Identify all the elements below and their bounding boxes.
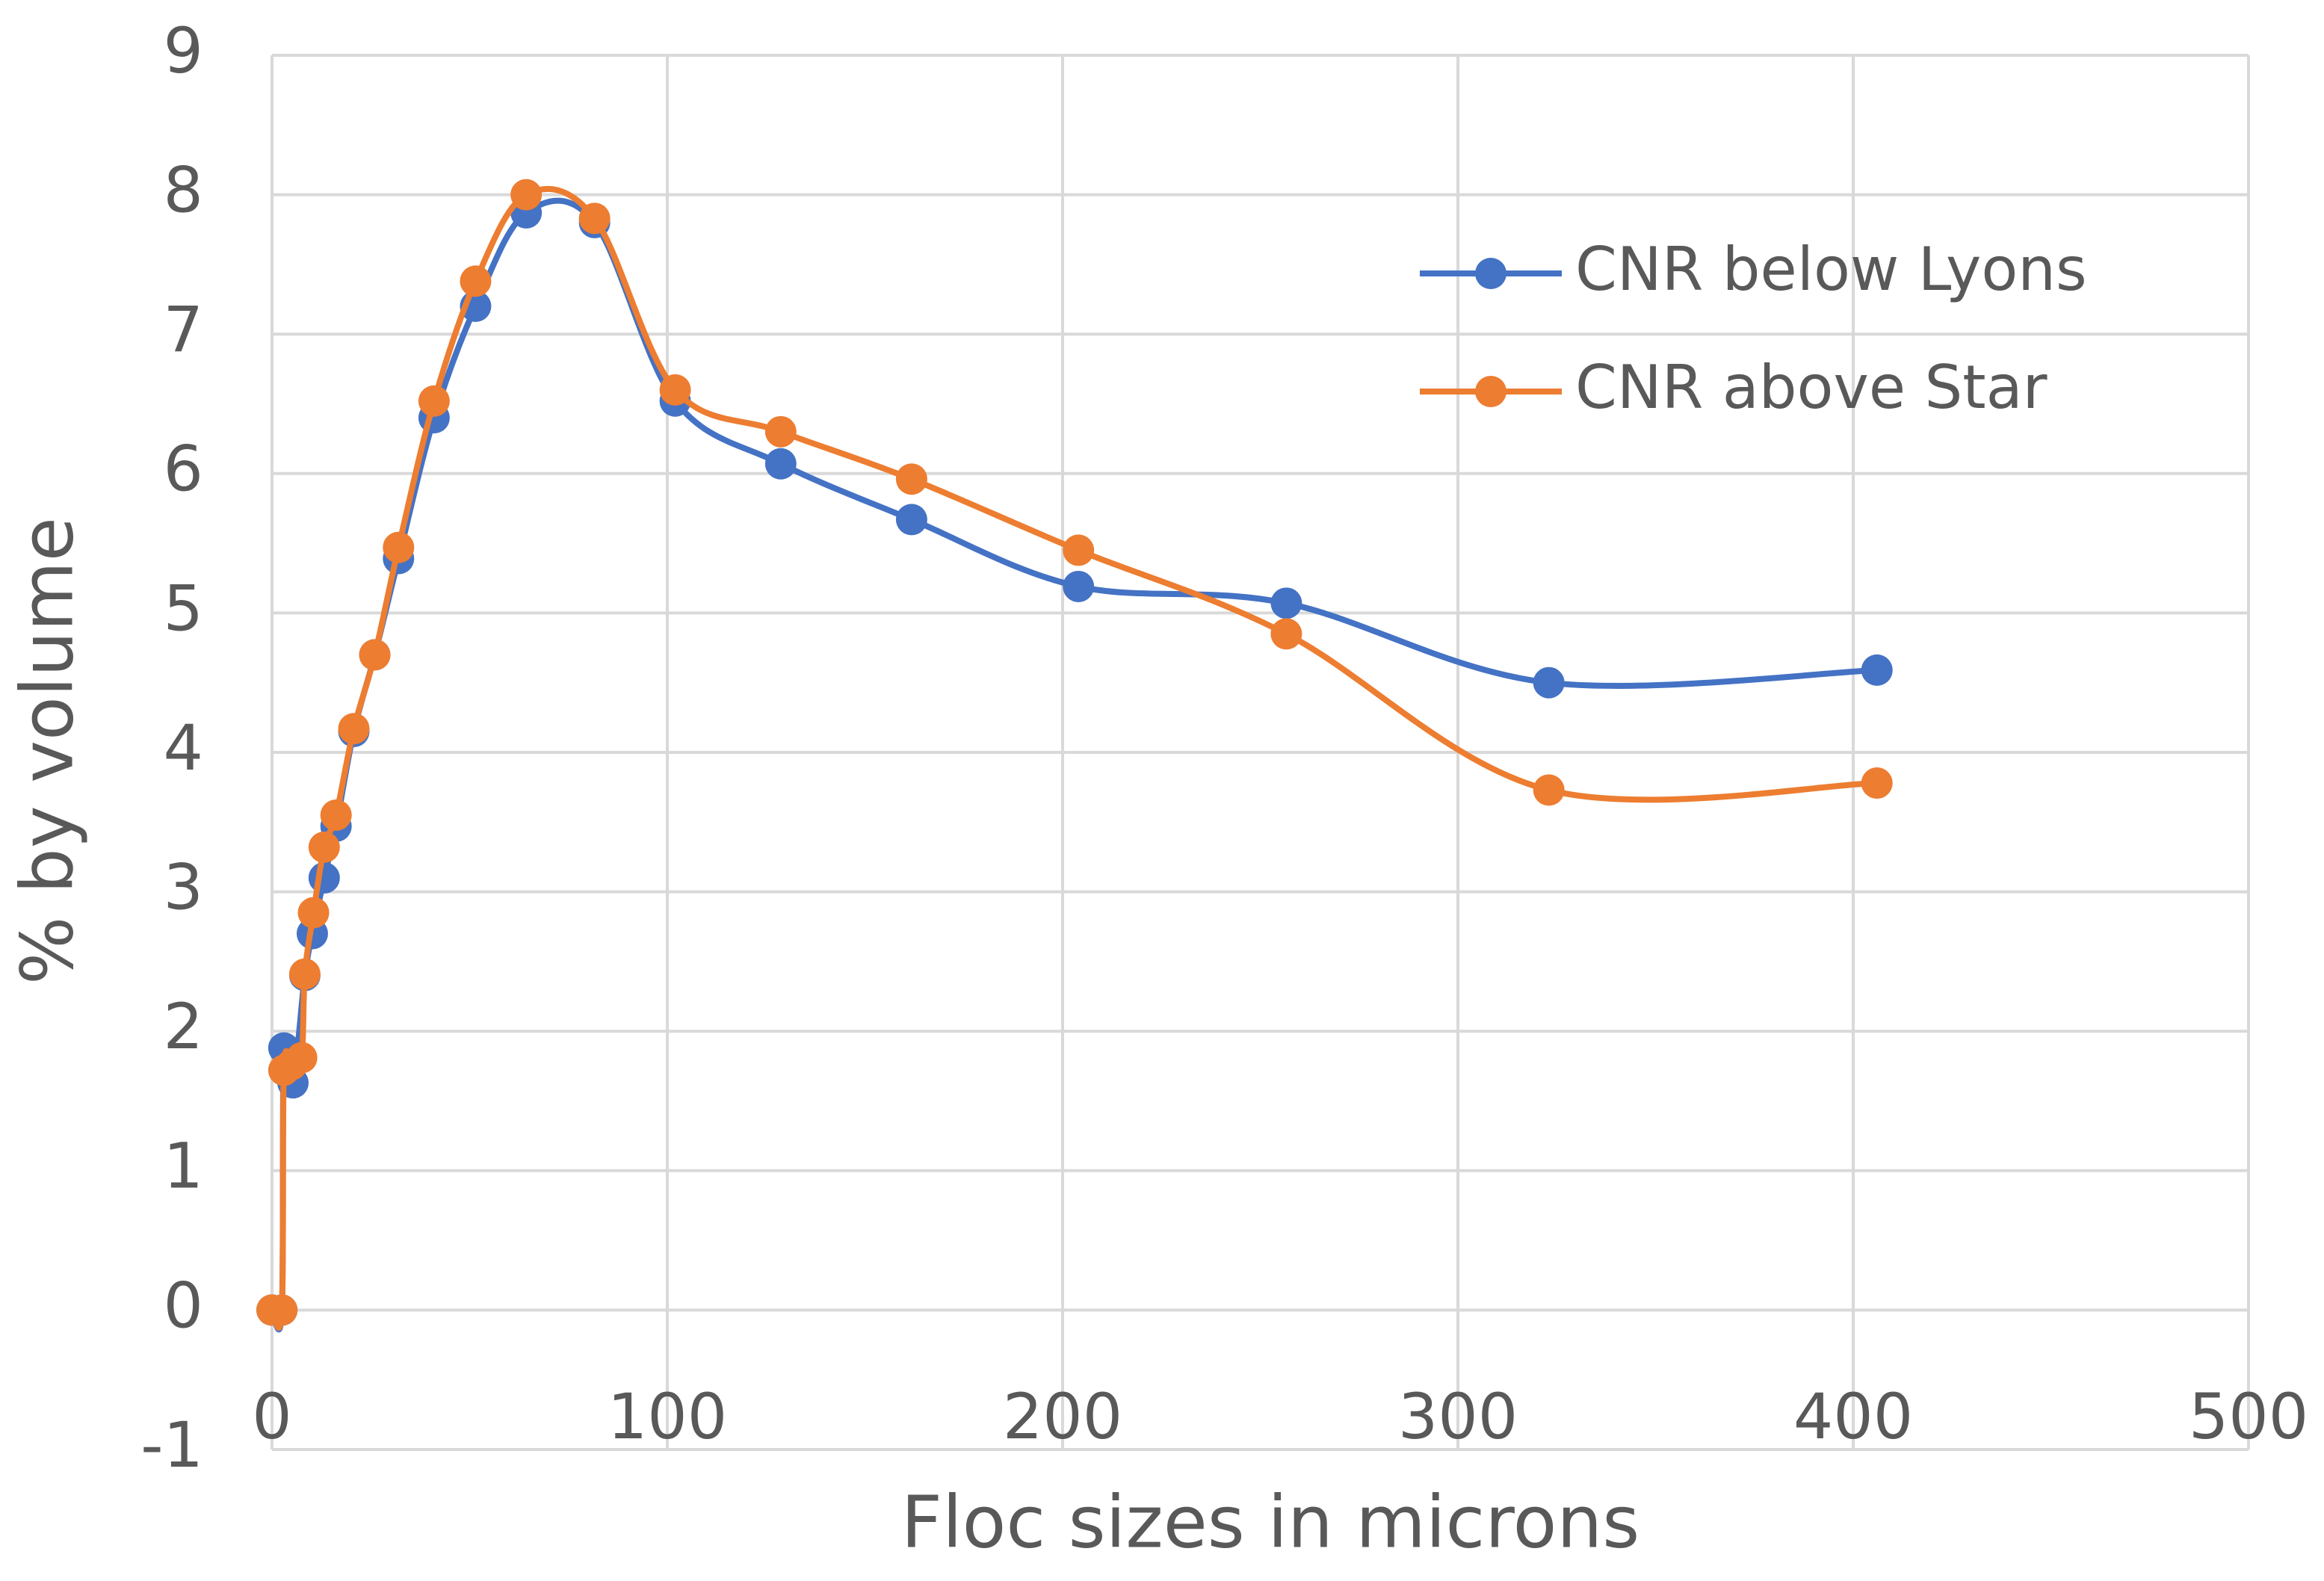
x-tick-label: 300 bbox=[1398, 1380, 1518, 1453]
legend-label: CNR above Star bbox=[1575, 353, 2048, 422]
data-point bbox=[1533, 774, 1565, 806]
data-point bbox=[1861, 767, 1893, 799]
data-point bbox=[764, 448, 797, 480]
x-tick-label: 400 bbox=[1793, 1380, 1913, 1453]
y-tick-label: 8 bbox=[164, 154, 203, 227]
data-point bbox=[510, 179, 543, 211]
data-point bbox=[659, 374, 691, 406]
y-tick-label: 1 bbox=[164, 1130, 203, 1203]
x-tick-label: 100 bbox=[608, 1380, 727, 1453]
data-point bbox=[1533, 666, 1565, 699]
data-point bbox=[418, 385, 450, 417]
data-point bbox=[460, 265, 492, 297]
x-tick-label: 0 bbox=[252, 1380, 291, 1453]
y-tick-label: 2 bbox=[164, 990, 203, 1063]
y-tick-label: 6 bbox=[164, 433, 203, 506]
x-tick-label: 200 bbox=[1003, 1380, 1122, 1453]
data-point bbox=[1063, 534, 1095, 566]
y-tick-label: -1 bbox=[140, 1408, 203, 1482]
data-point bbox=[383, 531, 415, 563]
data-point bbox=[1270, 618, 1302, 650]
x-axis-title: Floc sizes in microns bbox=[901, 1480, 1640, 1564]
legend-label: CNR below Lyons bbox=[1575, 235, 2087, 304]
data-point bbox=[764, 415, 797, 448]
data-point bbox=[895, 463, 927, 495]
y-tick-label: 9 bbox=[164, 14, 203, 87]
data-point bbox=[297, 897, 330, 929]
data-point bbox=[578, 202, 611, 235]
data-point bbox=[288, 958, 321, 990]
data-point bbox=[285, 1042, 318, 1074]
y-tick-label: 5 bbox=[164, 572, 203, 645]
legend-marker bbox=[1475, 258, 1506, 289]
data-point bbox=[338, 713, 370, 745]
data-point bbox=[1270, 587, 1302, 619]
data-point bbox=[308, 861, 340, 894]
y-tick-label: 3 bbox=[164, 851, 203, 924]
y-tick-label: 0 bbox=[164, 1269, 203, 1342]
y-tick-label: 4 bbox=[164, 711, 203, 785]
data-point bbox=[266, 1294, 298, 1326]
x-tick-label: 500 bbox=[2189, 1380, 2308, 1453]
y-axis-title: % by volume bbox=[5, 517, 89, 985]
data-point bbox=[895, 504, 927, 536]
data-point bbox=[1861, 654, 1893, 686]
legend-marker bbox=[1475, 376, 1506, 407]
data-point bbox=[1063, 570, 1095, 602]
y-tick-label: 7 bbox=[164, 293, 203, 366]
data-point bbox=[320, 799, 352, 831]
data-point bbox=[308, 831, 340, 863]
data-point bbox=[359, 639, 391, 671]
